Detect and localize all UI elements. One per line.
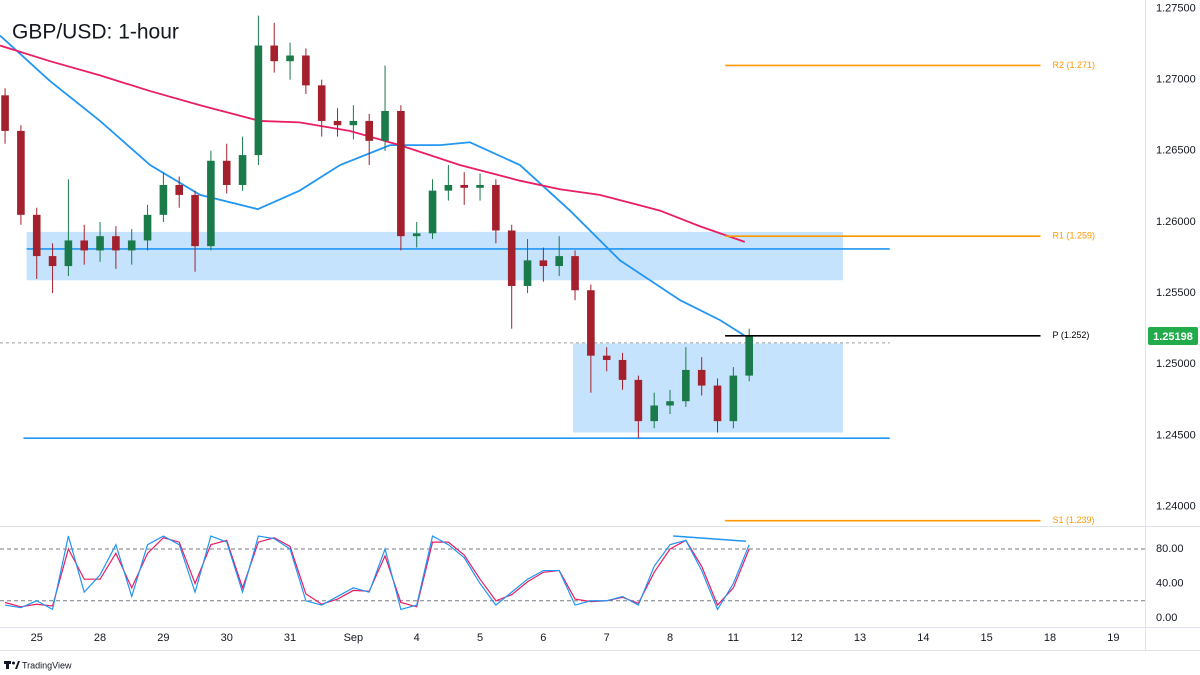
x-tick-label: 28: [94, 632, 106, 644]
candle-body: [745, 336, 753, 376]
candle-body: [333, 120, 342, 126]
x-tick-label: 13: [854, 632, 866, 644]
candle-body: [602, 355, 611, 360]
candle-body: [286, 55, 294, 62]
zone: [573, 343, 843, 433]
candle-body: [666, 401, 674, 406]
candle-body: [127, 240, 136, 251]
x-tick-label: 25: [31, 632, 43, 644]
x-tick-label: 19: [1107, 632, 1119, 644]
candle-body: [571, 256, 579, 291]
candle-body: [460, 184, 469, 188]
candle-body: [539, 260, 548, 267]
x-tick-label: 14: [917, 632, 929, 644]
y-tick-label: 1.27000: [1156, 74, 1196, 86]
pivot-label: P (1.252): [1053, 330, 1090, 340]
candle-body: [159, 184, 168, 215]
y-tick-label: 80.00: [1156, 543, 1184, 555]
zone: [26, 231, 843, 281]
candle-body: [1, 95, 9, 131]
candle-body: [381, 110, 389, 141]
x-tick-label: 11: [728, 632, 739, 644]
candle-body: [428, 190, 437, 234]
candle-body: [238, 155, 247, 185]
candle-body: [729, 375, 738, 422]
pivot-label: S1 (1.239): [1053, 515, 1095, 525]
candle-body: [650, 405, 658, 422]
candle-body: [175, 184, 184, 195]
x-tick-label: 29: [157, 632, 169, 644]
moving-average: [0, 34, 746, 337]
divergence-line: [673, 535, 747, 542]
candle-body: [349, 120, 358, 126]
y-tick-label: 1.26500: [1156, 145, 1196, 157]
plot-layer: R2 (1.271) R1 (1.259) P (1.252) S1 (1.239): [0, 15, 1145, 611]
candle-body: [207, 160, 215, 247]
candle-body: [555, 256, 564, 267]
x-tick-label: 8: [667, 632, 673, 644]
candle-body: [397, 110, 405, 237]
y-tick-label: 40.00: [1156, 577, 1184, 589]
x-tick-label: 30: [221, 632, 233, 644]
last-price-label: 1.25198: [1153, 331, 1193, 343]
candle-body: [444, 184, 453, 191]
candle-body: [634, 379, 643, 422]
candle-body: [80, 240, 89, 251]
y-tick-label: 1.24000: [1156, 500, 1196, 512]
candle-body: [270, 45, 279, 62]
x-tick-label: 7: [604, 632, 610, 644]
oscillator-line: [4, 535, 750, 611]
y-tick-label: 1.27500: [1156, 2, 1196, 14]
candle-body: [507, 230, 516, 286]
candle-body: [682, 369, 690, 402]
candle-body: [492, 184, 500, 231]
x-tick-label: Sep: [344, 632, 364, 644]
candle-body: [48, 256, 57, 267]
candle-body: [523, 260, 532, 286]
candle-body: [32, 214, 41, 257]
x-tick-label: 31: [284, 632, 296, 644]
x-tick-label: 15: [981, 632, 993, 644]
y-tick-label: 1.25500: [1156, 287, 1196, 299]
y-tick-label: 0.00: [1156, 612, 1177, 624]
y-tick-label: 1.24500: [1156, 429, 1196, 441]
brand: TradingView: [22, 660, 72, 670]
brand-logo: [4, 661, 20, 669]
pivot-label: R2 (1.271): [1053, 60, 1096, 70]
moving-average: [0, 44, 746, 243]
candle-body: [476, 184, 484, 188]
candle-body: [222, 160, 231, 185]
candle-body: [365, 120, 374, 141]
x-tick-label: 4: [414, 632, 420, 644]
pivot-label: R1 (1.259): [1053, 231, 1096, 241]
candle-body: [254, 45, 263, 156]
candle-body: [412, 233, 421, 237]
x-tick-label: 18: [1044, 632, 1056, 644]
candle-body: [191, 194, 199, 247]
candle-body: [143, 214, 152, 241]
candle-body: [302, 55, 310, 86]
chart-title: GBP/USD: 1-hour: [12, 21, 179, 44]
candle-body: [697, 369, 706, 386]
candle-body: [17, 130, 25, 215]
candle-body: [713, 385, 722, 422]
candle-body: [96, 236, 104, 251]
candle-body: [64, 240, 73, 267]
x-tick-label: 12: [791, 632, 803, 644]
candle-body: [618, 359, 627, 380]
candle-body: [112, 236, 120, 251]
y-tick-label: 1.25000: [1156, 358, 1196, 370]
candle-body: [317, 85, 326, 121]
last-price-box: [1148, 327, 1198, 346]
x-tick-label: 6: [540, 632, 546, 644]
y-tick-label: 1.26000: [1156, 216, 1196, 228]
x-tick-label: 5: [477, 632, 483, 644]
candle-body: [587, 290, 595, 356]
